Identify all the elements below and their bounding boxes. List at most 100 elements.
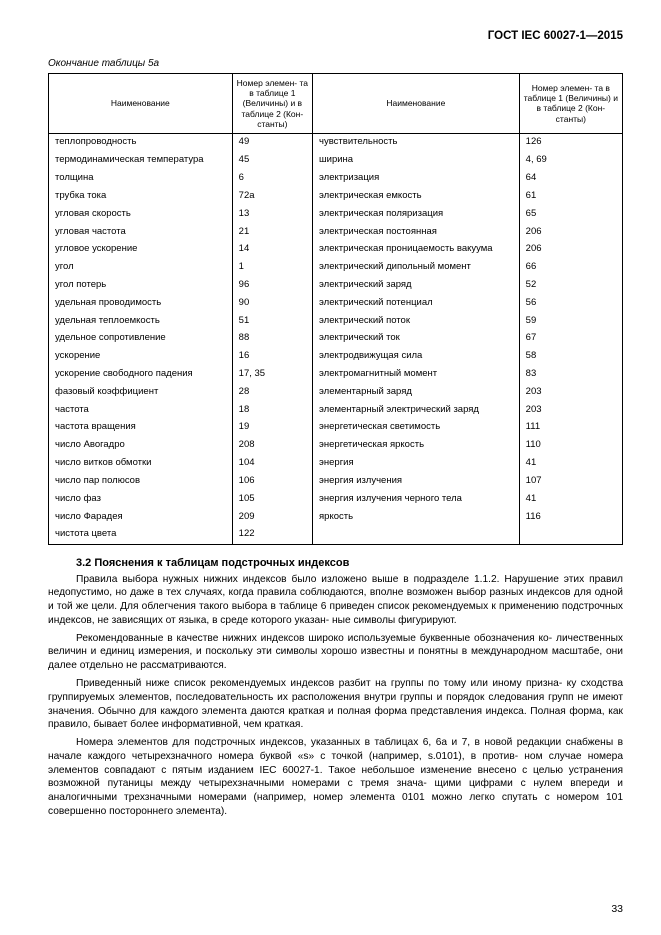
table-cell: 19 [232, 419, 312, 437]
table-cell: чувствительность [313, 133, 520, 151]
table-row: чистота цвета122 [49, 526, 623, 544]
table-cell: 83 [519, 366, 622, 384]
table-cell: 107 [519, 472, 622, 490]
table-cell: 59 [519, 312, 622, 330]
table-row: угол потерь96электрический заряд52 [49, 276, 623, 294]
table-cell: 58 [519, 348, 622, 366]
table-cell: 72а [232, 187, 312, 205]
table-cell: чистота цвета [49, 526, 233, 544]
table-cell: 51 [232, 312, 312, 330]
table-cell: 67 [519, 330, 622, 348]
table-row: трубка тока72аэлектрическая емкость61 [49, 187, 623, 205]
col-header-4: Номер элемен- та в таблице 1 (Величины) … [519, 74, 622, 134]
table-cell: 6 [232, 170, 312, 188]
table-row: удельное сопротивление88электрический то… [49, 330, 623, 348]
table-cell: 111 [519, 419, 622, 437]
table-row: угловое ускорение14электрическая проница… [49, 241, 623, 259]
table-row: число фаз105энергия излучения черного те… [49, 490, 623, 508]
index-table: Наименование Номер элемен- та в таблице … [48, 73, 623, 545]
table-cell: 13 [232, 205, 312, 223]
table-cell: 64 [519, 170, 622, 188]
table-cell: 90 [232, 294, 312, 312]
table-cell: яркость [313, 508, 520, 526]
table-cell: термодинамическая температура [49, 152, 233, 170]
table-cell: 65 [519, 205, 622, 223]
table-cell: 45 [232, 152, 312, 170]
table-cell: число Фарадея [49, 508, 233, 526]
table-cell: 122 [232, 526, 312, 544]
table-row: число пар полюсов106энергия излучения107 [49, 472, 623, 490]
table-cell: 106 [232, 472, 312, 490]
table-cell: 61 [519, 187, 622, 205]
table-cell: число пар полюсов [49, 472, 233, 490]
table-row: число Фарадея209яркость116 [49, 508, 623, 526]
col-header-1: Наименование [49, 74, 233, 134]
table-cell: энергия [313, 455, 520, 473]
table-row: число Авогадро208энергетическая яркость1… [49, 437, 623, 455]
table-cell: электрическая постоянная [313, 223, 520, 241]
body-paragraph: Номера элементов для подстрочных индексо… [48, 736, 623, 819]
table-cell: угол потерь [49, 276, 233, 294]
table-cell: энергия излучения [313, 472, 520, 490]
table-cell: угловая частота [49, 223, 233, 241]
table-cell: 206 [519, 223, 622, 241]
table-cell: 203 [519, 383, 622, 401]
table-cell: 110 [519, 437, 622, 455]
table-cell: толщина [49, 170, 233, 188]
table-cell: 126 [519, 133, 622, 151]
table-cell: частота вращения [49, 419, 233, 437]
table-row: удельная теплоемкость51электрический пот… [49, 312, 623, 330]
table-cell: удельное сопротивление [49, 330, 233, 348]
table-cell: угловое ускорение [49, 241, 233, 259]
table-row: число витков обмотки104энергия41 [49, 455, 623, 473]
table-cell: 104 [232, 455, 312, 473]
table-row: термодинамическая температура45ширина4, … [49, 152, 623, 170]
table-cell: электродвижущая сила [313, 348, 520, 366]
table-cell: энергетическая светимость [313, 419, 520, 437]
table-row: угловая скорость13электрическая поляриза… [49, 205, 623, 223]
table-cell: угловая скорость [49, 205, 233, 223]
body-paragraph: Рекомендованные в качестве нижних индекс… [48, 632, 623, 673]
table-cell: электрический ток [313, 330, 520, 348]
table-row: ускорение свободного падения17, 35электр… [49, 366, 623, 384]
table-cell: 96 [232, 276, 312, 294]
table-cell: электрический дипольный момент [313, 259, 520, 277]
table-cell: трубка тока [49, 187, 233, 205]
table-cell: 203 [519, 401, 622, 419]
table-cell: ширина [313, 152, 520, 170]
table-cell: электрический поток [313, 312, 520, 330]
col-header-2: Номер элемен- та в таблице 1 (Величины) … [232, 74, 312, 134]
table-cell: 18 [232, 401, 312, 419]
table-cell: электрический заряд [313, 276, 520, 294]
table-cell: электромагнитный момент [313, 366, 520, 384]
table-row: толщина6электризация64 [49, 170, 623, 188]
table-cell: 41 [519, 490, 622, 508]
table-cell: число Авогадро [49, 437, 233, 455]
table-cell: электрическая поляризация [313, 205, 520, 223]
table-caption: Окончание таблицы 5а [48, 58, 623, 69]
table-cell: 21 [232, 223, 312, 241]
table-row: удельная проводимость90электрический пот… [49, 294, 623, 312]
table-row: частота вращения19энергетическая светимо… [49, 419, 623, 437]
table-cell: элементарный электрический заряд [313, 401, 520, 419]
table-cell: удельная проводимость [49, 294, 233, 312]
table-cell: 28 [232, 383, 312, 401]
table-cell: 209 [232, 508, 312, 526]
table-cell: фазовый коэффициент [49, 383, 233, 401]
page-number: 33 [611, 903, 623, 915]
table-cell: удельная теплоемкость [49, 312, 233, 330]
table-cell: электризация [313, 170, 520, 188]
table-row: частота18элементарный электрический заря… [49, 401, 623, 419]
table-cell: энергия излучения черного тела [313, 490, 520, 508]
table-cell: угол [49, 259, 233, 277]
table-row: угловая частота21электрическая постоянна… [49, 223, 623, 241]
table-cell: 56 [519, 294, 622, 312]
col-header-3: Наименование [313, 74, 520, 134]
table-cell: 41 [519, 455, 622, 473]
table-cell: 105 [232, 490, 312, 508]
table-cell: 52 [519, 276, 622, 294]
table-cell: 1 [232, 259, 312, 277]
table-cell: 88 [232, 330, 312, 348]
table-row: фазовый коэффициент28элементарный заряд2… [49, 383, 623, 401]
table-cell: 16 [232, 348, 312, 366]
